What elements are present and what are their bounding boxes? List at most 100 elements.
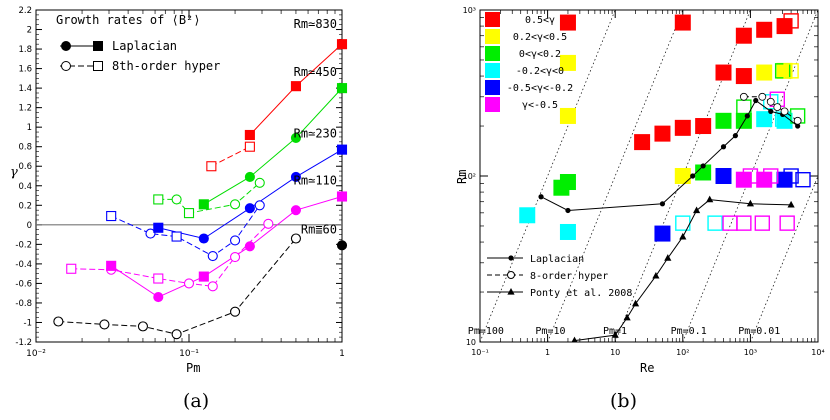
b-laplacian-point [690,173,696,179]
a-ytick-label: 0.6 [18,162,32,172]
a-series-label: Rm≃830 [294,17,337,31]
b-color-label: γ<-0.5 [522,100,558,111]
a-laplacian-point [244,129,255,141]
b-legend-label: Ponty et al. 2008 [530,288,632,299]
a-hyper-point [244,141,255,152]
b-hyper-point [773,103,782,112]
b-ponty-point [623,313,631,321]
panel-b-legend: 0.5<γ 0.2<γ<0.5 0<γ<0.2 -0.2<γ<0 -0.5<γ<-0.2… [485,12,632,299]
b-filled-point [735,27,752,44]
b-filled-point [519,207,536,224]
b-filled-point [735,68,752,85]
a-laplacian-point [336,144,348,155]
panel-a-title: Growth rates of ⟨B²⟩ [56,13,201,27]
b-ponty-point [664,254,672,261]
b-legend-triangle [507,288,515,295]
a-laplacian-point [153,222,164,233]
b-color-swatch [485,46,500,61]
caption-b: (b) [610,390,637,412]
a-xtick-label: 1 [339,349,345,359]
b-filled-point [634,134,651,151]
b-color-label: 0<γ<0.2 [519,49,561,60]
a-hyper-point [290,233,301,244]
b-xtick-label: 10 [610,348,620,357]
b-xtick-label: 10² [676,348,689,357]
b-color-swatch [485,29,500,44]
a-series-label: Rm≃450 [294,65,337,79]
b-open-point [783,13,799,29]
b-open-point [774,63,791,79]
a-hyper-point [153,273,164,284]
b-filled-point [715,64,732,81]
a-hyper-point [137,321,148,332]
b-open-point [754,215,771,231]
b-filled-point [756,21,773,38]
a-ytick-label: 1.6 [18,65,32,75]
a-laplacian-point [290,205,301,216]
a-legend-circle [61,61,71,71]
a-hyper-line [211,146,251,167]
a-laplacian-point [290,132,301,143]
a-hyper-point [183,278,195,289]
panel-a-ylabel: γ [10,165,18,180]
b-filled-point [695,118,712,135]
a-laplacian-point [336,191,348,202]
a-series-4: Rm≣60 [53,222,348,340]
b-ponty-point [679,232,687,240]
a-series-3: Rm≃110 [66,174,348,303]
b-laplacian-point [753,97,759,104]
a-hyper-point [207,251,218,262]
b-hyper-point [780,107,789,116]
a-ytick-label: -0.4 [15,260,32,270]
a-xtick-label: 10⁻¹ [179,349,199,359]
b-filled-point [559,174,576,191]
a-hyper-point [145,228,156,239]
a-ytick-label: -0.2 [15,240,32,250]
panel-b-xlabel: Re [640,361,654,375]
panel-b-parameter-space: Pm=100Pm=10Pm=1Pm=0.1Pm=0.0110⁻¹11010²10… [455,6,825,375]
b-color-label: 0.2<γ<0.5 [513,32,567,43]
a-hyper-point [171,231,182,242]
b-open-point [795,171,811,188]
a-series-label: Rm≃230 [294,127,337,141]
b-color-swatch [485,63,500,78]
b-hyper-line [743,96,798,122]
b-legend-label: Laplacian [530,254,584,265]
b-filled-point [674,119,691,136]
a-ytick-label: -1.2 [15,338,32,348]
b-ponty-point [706,195,714,203]
a-laplacian-point [244,241,255,252]
a-laplacian-point [336,240,348,251]
a-ytick-label: -0.6 [15,279,32,289]
b-open-point [783,63,799,79]
a-hyper-point [53,316,64,327]
b-hyper-point [766,97,775,106]
b-color-label: -0.5<γ<-0.2 [507,83,573,94]
b-ponty-point [571,336,578,342]
b-filled-point [756,64,773,81]
b-open-point [763,168,779,184]
b-xtick-label: 10⁴ [811,348,824,357]
b-filled-point [559,14,576,31]
b-filled-point [674,168,691,184]
panel-a-ticks: -1.2 -1 -0.8 -0.6 -0.4 -0.2 0 0.2 0.4 0.6 0.8 1 1.2 1… [15,6,344,359]
b-open-point [736,215,752,231]
b-hyper-point [793,116,802,125]
panel-a-legend: Laplacian 8th-order hyper [60,39,220,73]
a-legend-square [93,41,103,51]
a-hyper-point [99,319,110,330]
a-hyper-line [58,238,297,335]
a-ytick-label: 0.2 [18,201,32,211]
b-filled-point [695,164,712,181]
a-ytick-label: 1.4 [18,84,32,94]
b-laplacian-point [720,144,727,150]
a-hyper-point [171,194,182,205]
a-legend-label: Laplacian [112,39,177,53]
b-open-point [779,215,795,231]
a-laplacian-point [336,39,348,50]
b-open-point [783,168,799,184]
a-hyper-line [110,205,261,257]
a-series-0: Rm≃830 [206,17,348,172]
a-laplacian-point [244,203,255,214]
a-ytick-label: 1.2 [18,104,32,114]
